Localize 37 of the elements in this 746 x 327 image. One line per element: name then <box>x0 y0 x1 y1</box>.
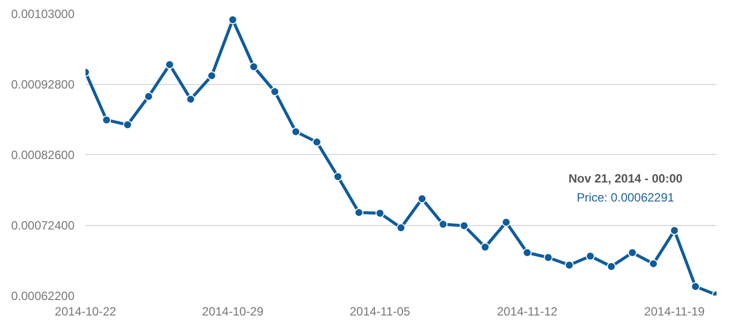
x-tick-label: 2014-10-29 <box>202 304 264 318</box>
point <box>628 248 637 258</box>
annotation: Price: 0.00062291 <box>576 190 675 204</box>
point <box>480 242 490 252</box>
point <box>586 252 595 261</box>
point <box>375 208 384 218</box>
y-tick-label: 0.00082600 <box>11 148 75 162</box>
point <box>165 60 174 70</box>
point <box>438 220 448 229</box>
point <box>502 218 511 227</box>
point <box>522 248 532 258</box>
x-tick-label: 2014-11-19 <box>644 304 706 318</box>
point <box>648 259 658 268</box>
y-tick-label: 0.00062200 <box>11 289 75 303</box>
point <box>207 71 216 80</box>
y-tick-label: 0.00092800 <box>11 78 75 92</box>
point <box>102 115 112 124</box>
x-tick-label: 2014-11-12 <box>496 304 558 318</box>
point <box>123 120 132 130</box>
point <box>270 87 280 96</box>
point <box>144 92 154 101</box>
point <box>333 172 342 182</box>
point <box>564 260 574 270</box>
annotation: Nov 21, 2014 - 00:00 <box>568 172 683 186</box>
x-tick-label: 2014-11-05 <box>350 304 411 318</box>
point <box>670 226 679 236</box>
y-tick-label: 0.00103000 <box>11 7 75 21</box>
point <box>418 194 427 204</box>
point <box>312 138 322 147</box>
point <box>249 62 258 72</box>
x-tick-label: 2014-10-22 <box>54 304 117 318</box>
point <box>396 223 406 232</box>
y-tick-label: 0.00072400 <box>11 218 75 232</box>
point <box>460 221 469 230</box>
point <box>228 15 238 24</box>
point <box>186 94 196 104</box>
point <box>291 127 300 136</box>
